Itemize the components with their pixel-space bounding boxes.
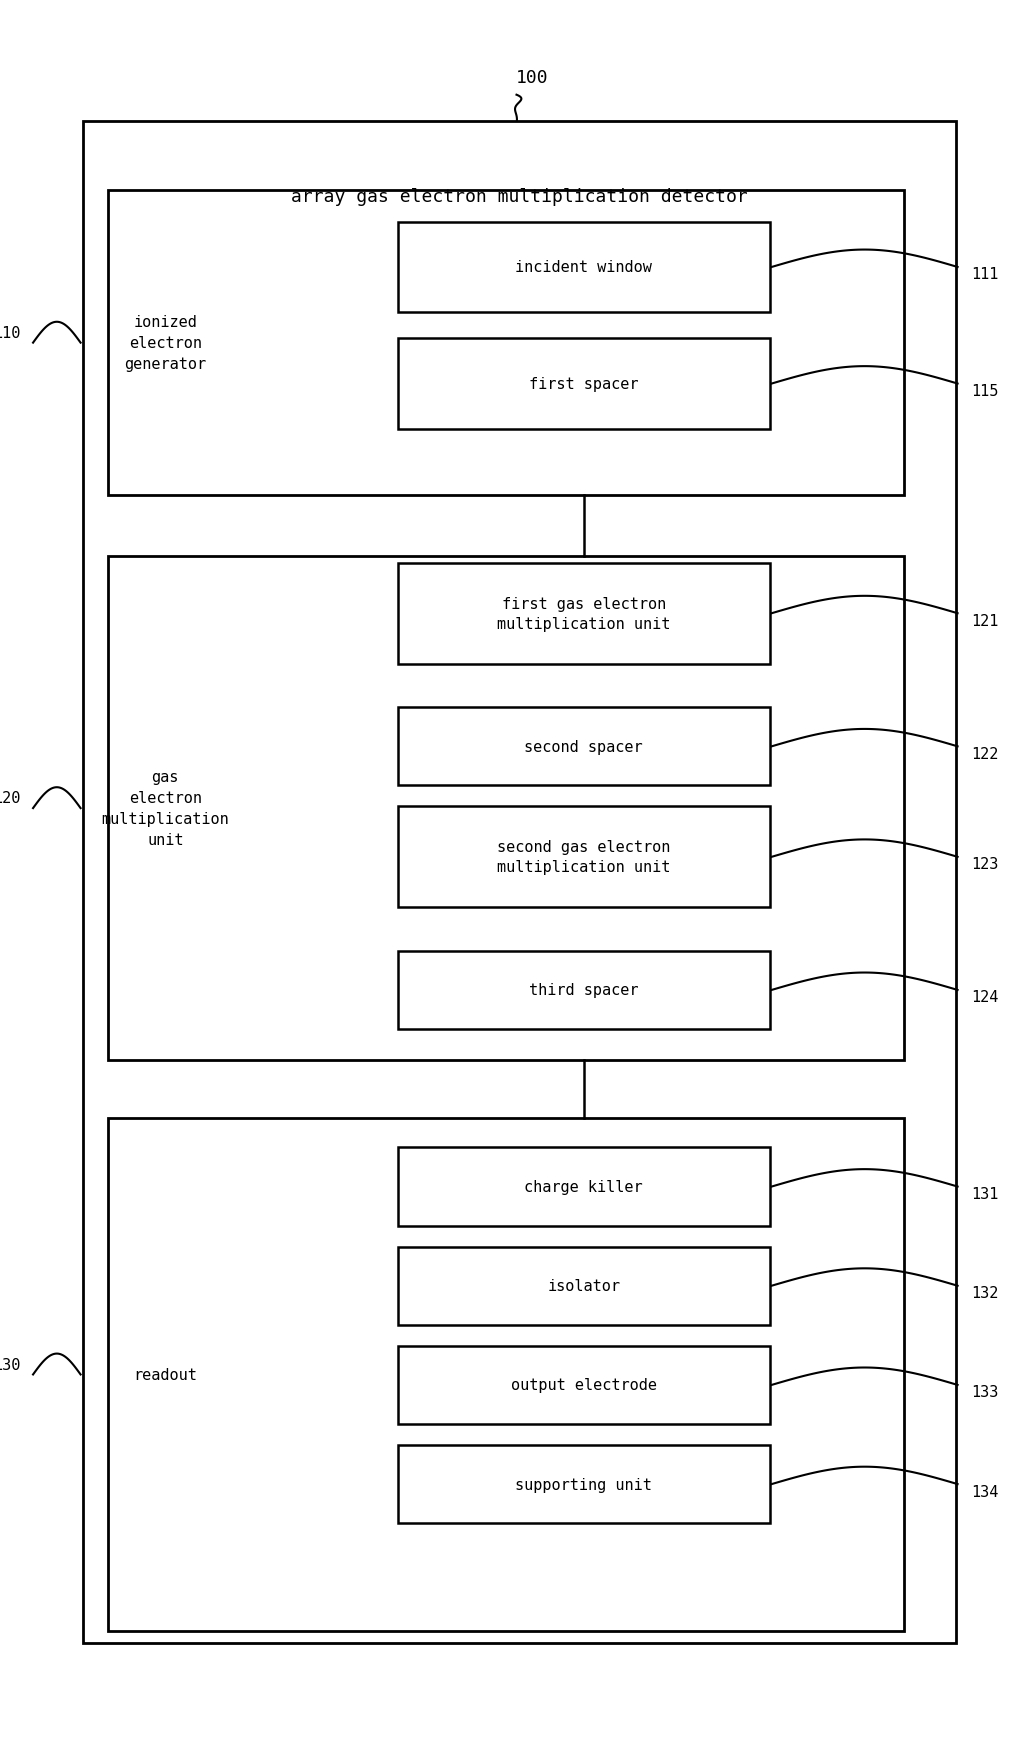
Text: 131: 131 [971,1186,999,1202]
Text: readout: readout [133,1367,197,1383]
Text: isolator: isolator [547,1278,620,1294]
Text: array gas electron multiplication detector: array gas electron multiplication detect… [290,188,748,205]
Text: first gas electron
multiplication unit: first gas electron multiplication unit [497,596,670,631]
FancyBboxPatch shape [398,563,770,664]
FancyBboxPatch shape [398,1247,770,1325]
Text: third spacer: third spacer [529,983,638,998]
FancyBboxPatch shape [108,556,904,1061]
Text: gas
electron
multiplication
unit: gas electron multiplication unit [101,770,229,847]
FancyBboxPatch shape [398,1346,770,1424]
FancyBboxPatch shape [398,708,770,786]
Text: 124: 124 [971,989,999,1005]
Text: 130: 130 [0,1356,21,1372]
Text: supporting unit: supporting unit [515,1476,652,1492]
Text: 100: 100 [515,70,549,87]
FancyBboxPatch shape [108,1118,904,1631]
Text: 121: 121 [971,614,999,628]
FancyBboxPatch shape [398,1148,770,1226]
Text: ionized
electron
generator: ionized electron generator [124,315,207,372]
Text: first spacer: first spacer [529,377,638,391]
Text: 115: 115 [971,384,999,398]
Text: 134: 134 [971,1483,999,1499]
Text: 120: 120 [0,791,21,805]
Text: charge killer: charge killer [525,1179,643,1195]
Text: second gas electron
multiplication unit: second gas electron multiplication unit [497,840,670,875]
Text: second spacer: second spacer [525,739,643,755]
Text: 110: 110 [0,325,21,341]
FancyBboxPatch shape [398,807,770,908]
Text: 111: 111 [971,268,999,282]
FancyBboxPatch shape [398,339,770,430]
FancyBboxPatch shape [398,223,770,313]
FancyBboxPatch shape [398,1445,770,1523]
FancyBboxPatch shape [398,951,770,1029]
Text: 122: 122 [971,746,999,762]
Text: 123: 123 [971,857,999,871]
FancyBboxPatch shape [108,191,904,496]
Text: output electrode: output electrode [510,1377,657,1393]
FancyBboxPatch shape [83,122,956,1643]
Text: 132: 132 [971,1285,999,1301]
Text: 133: 133 [971,1384,999,1400]
Text: incident window: incident window [515,261,652,275]
